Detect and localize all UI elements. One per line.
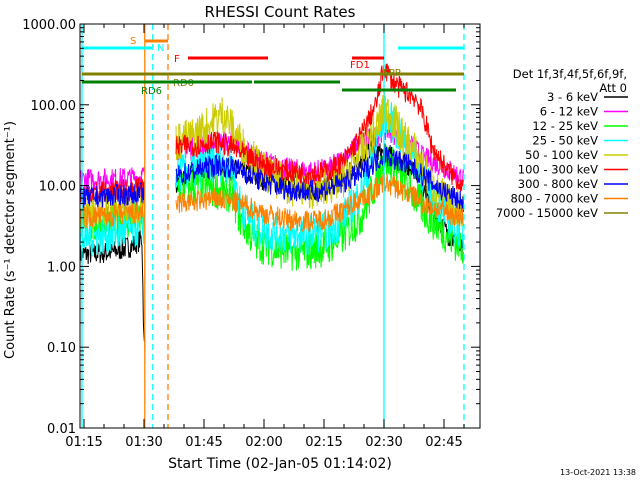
y-axis-label: Count Rate (s⁻¹ detector segment⁻¹) (3, 121, 18, 359)
legend-header-att: Att 0 (599, 81, 627, 95)
legend-label-25-50kev: 25 - 50 keV (532, 134, 598, 148)
legend-label-800-7000kev: 800 - 7000 keV (510, 192, 598, 206)
x-tick-label-2: 01:30 (125, 435, 162, 450)
x-tick-label-7: 02:45 (425, 435, 462, 450)
footer-date: 13-Oct-2021 13:38 (560, 468, 636, 477)
legend-label-3-6kev: 3 - 6 keV (547, 90, 598, 104)
series-line-3-6kev-1 (80, 229, 146, 351)
legend-label-50-100kev: 50 - 100 keV (525, 148, 598, 162)
chart-title: RHESSI Count Rates (205, 3, 356, 21)
y-tick-label-3: 1.00 (47, 260, 76, 275)
y-tick-label-1: 0.01 (47, 422, 76, 437)
x-tick-label-4: 02:00 (245, 435, 282, 450)
legend-label-7000-15000kev: 7000 - 15000 keV (496, 206, 598, 220)
legend-label-100-300kev: 100 - 300 keV (518, 163, 598, 177)
series-line-800-7000kev-2 (175, 173, 465, 233)
series-line-300-800kev-1 (80, 181, 146, 209)
series-line-25-50kev-1 (80, 208, 146, 257)
x-tick-label-5: 02:15 (305, 435, 342, 450)
y-tick-label-6: 1000.00 (22, 18, 76, 33)
series-line-300-800kev-2 (175, 146, 465, 213)
plot-frame (79, 23, 481, 429)
legend-header: Det 1f,3f,4f,5f,6f,9f, (513, 67, 627, 81)
legend-label-300-800kev: 300 - 800 keV (518, 177, 598, 191)
flag-label-fd1: FD1 (350, 60, 370, 71)
y-tick-label-4: 10.00 (39, 180, 76, 195)
flag-label-n: N (157, 43, 164, 54)
flag-label-rd6: RD6 (141, 86, 162, 97)
axis-layer: 0.01 0.10 1.00 10.00 100.00 1000.00 01:15 01:30… (22, 18, 481, 450)
series-line-100-300kev-2 (175, 63, 465, 192)
flag-label-f: F (174, 54, 180, 65)
y-tick-label-2: 0.10 (47, 341, 76, 356)
legend-label-6-12kev: 6 - 12 keV (540, 105, 598, 119)
series-line-6-12kev-1 (80, 166, 146, 191)
flag-label-fpp: FPP (383, 68, 401, 79)
legend-label-12-25kev: 12 - 25 keV (532, 119, 598, 133)
y-tick-label-5: 100.00 (31, 99, 77, 114)
series-layer (80, 63, 465, 351)
x-tick-label-3: 01:45 (185, 435, 222, 450)
x-axis-label: Start Time (02-Jan-05 01:14:02) (168, 456, 392, 472)
flag-label-s: S (130, 36, 136, 47)
series-line-800-7000kev-1 (80, 199, 146, 229)
x-tick-label-6: 02:30 (365, 435, 402, 450)
x-tick-label-1: 01:15 (65, 435, 102, 450)
flag-layer: SNFFD1RD0RD6FPP (82, 36, 464, 97)
